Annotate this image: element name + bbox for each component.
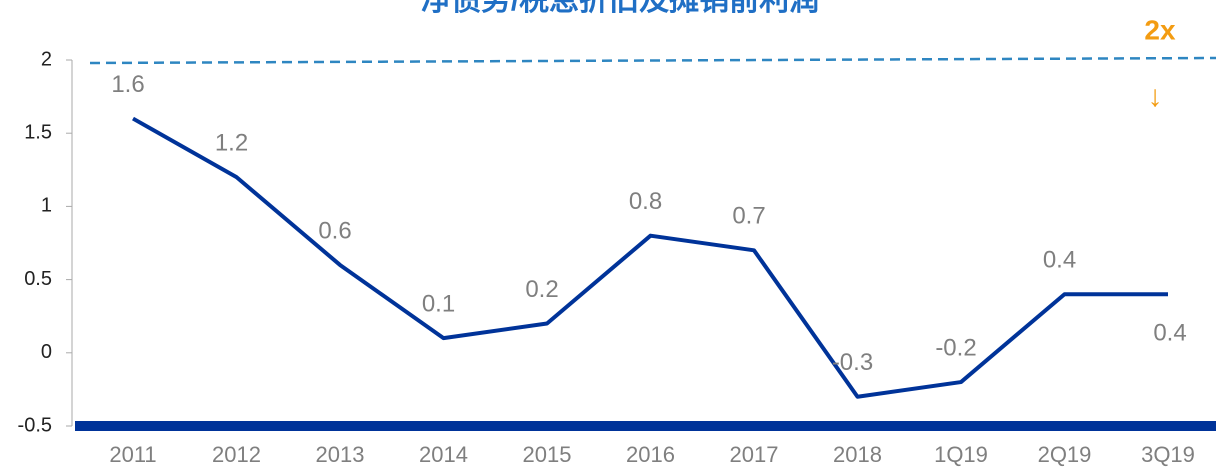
data-label: 0.4 [1153,320,1186,347]
x-tick-label: 2016 [626,442,675,467]
data-label: 0.4 [1043,247,1076,274]
x-tick-label: 2013 [316,442,365,467]
data-label: 0.1 [422,291,455,318]
x-tick-label: 2017 [730,442,779,467]
x-tick-label: 2012 [212,442,261,467]
x-tick-label: 2011 [109,442,156,467]
data-label: 1.6 [111,71,144,98]
data-label: -0.2 [935,334,976,361]
y-tick-label: -0.5 [18,414,52,436]
x-tick-label: 2Q19 [1038,442,1092,467]
y-tick-label: 2 [41,48,52,70]
y-tick-label: 1 [41,195,52,217]
x-tick-label: 2014 [419,442,468,467]
reference-line [89,56,1216,65]
x-tick-label: 2015 [523,442,572,467]
chart-title: 净债务/税息折旧及摊销前利润 [421,0,819,17]
y-tick-label: 0 [41,341,52,363]
x-tick-label: 3Q19 [1141,442,1195,467]
annotation-arrow: ↓ [1148,80,1163,113]
data-label: 0.6 [318,217,351,244]
data-label: 1.2 [215,129,248,156]
x-tick-label: 1Q19 [934,442,988,467]
y-tick-label: 1.5 [24,121,52,143]
data-label: 0.7 [732,203,765,230]
data-label: 0.2 [525,276,558,303]
y-tick-label: 0.5 [24,268,52,290]
line-series [132,116,1168,399]
x-tick-label: 2018 [833,442,882,467]
annotation: 2x [1144,14,1176,45]
data-label: 0.8 [629,188,662,215]
data-label: -0.3 [832,349,873,376]
x-axis-bar [75,421,1216,431]
